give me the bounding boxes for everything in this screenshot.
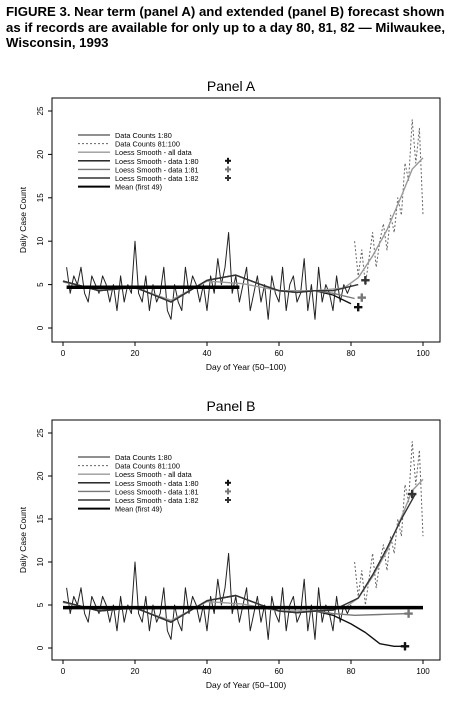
panel-b-x-axis-label: Day of Year (50–100) — [206, 680, 287, 690]
panel-b-title: Panel B — [206, 398, 256, 414]
panel-a-y-tick-label: 15 — [36, 193, 45, 202]
panel-b-legend-plus-marker — [225, 497, 231, 503]
panel-b-legend-label: Data Counts 81:100 — [115, 462, 180, 471]
panel-a-x-tick-label: 100 — [416, 349, 430, 358]
panel-a-legend-label: Loess Smooth - data 1:82 — [115, 174, 199, 183]
panel-a-forecast-point — [357, 293, 366, 302]
panel-b-series-data-1-80 — [66, 552, 352, 640]
panel-b-y-tick-label: 10 — [36, 557, 45, 566]
panel-a-legend-label: Data Counts 81:100 — [115, 140, 180, 149]
panel-a-y-tick-label: 20 — [36, 149, 45, 158]
panel-a-y-tick-label: 10 — [36, 236, 45, 245]
panel-b-y-tick-label: 20 — [36, 471, 45, 480]
panel-b-y-axis-label: Daily Case Count — [18, 506, 28, 573]
panel-b-forecast-point — [404, 609, 413, 618]
panel-b-legend-plus-marker — [225, 488, 231, 495]
panel-a-y-tick-label: 5 — [36, 282, 45, 287]
panel-b-x-tick-label: 100 — [416, 667, 430, 676]
panel-a-legend-label: Data Counts 1:80 — [115, 131, 172, 140]
panel-b-x-tick-label: 80 — [347, 667, 356, 676]
panel-a-legend-label: Loess Smooth - data 1:80 — [115, 157, 199, 166]
panel-a-y-axis-label: Daily Case Count — [18, 186, 28, 253]
panel-b-legend-label: Loess Smooth - all data — [115, 470, 193, 479]
panel-a-forecast-point — [354, 302, 363, 312]
panel-b-y-tick-label: 5 — [36, 602, 45, 607]
panel-a-x-axis-label: Day of Year (50–100) — [206, 362, 287, 372]
panel-a-legend-plus-marker — [225, 166, 231, 173]
panel-a-legend-label: Mean (first 49) — [115, 183, 162, 192]
panel-b-legend-label: Loess Smooth - data 1:81 — [115, 487, 199, 496]
panel-b-x-tick-label: 20 — [131, 667, 140, 676]
panel-b-series-data-81-100 — [354, 441, 424, 606]
panel-a-plot-frame — [51, 97, 441, 343]
panel-b-legend-label: Mean (first 49) — [115, 505, 162, 514]
panel-b-plot-frame — [51, 419, 441, 661]
panel-a-x-tick-label: 0 — [61, 349, 66, 358]
panel-b-x-tick-label: 40 — [203, 667, 212, 676]
panel-b-legend-label: Loess Smooth - data 1:80 — [115, 479, 199, 488]
panel-b-legend-label: Loess Smooth - data 1:82 — [115, 496, 199, 505]
panel-b-x-tick-label: 60 — [275, 667, 284, 676]
panel-a-x-tick-label: 40 — [203, 349, 212, 358]
panel-a-title: Panel A — [206, 78, 256, 94]
panel-a-legend-plus-marker — [225, 175, 231, 181]
panel-a-legend-plus-marker — [225, 157, 231, 164]
panel-b-forecast-point — [408, 489, 417, 499]
panel-a-x-tick-label: 80 — [347, 349, 356, 358]
panel-b-legend-plus-marker — [225, 479, 231, 486]
figure-title: FIGURE 3. Near term (panel A) and extend… — [6, 4, 446, 50]
panel-b-y-tick-label: 25 — [36, 428, 45, 437]
panel-a-x-tick-label: 60 — [275, 349, 284, 358]
panel-a-x-tick-label: 20 — [131, 349, 140, 358]
panel-b-y-tick-label: 0 — [36, 645, 45, 650]
panel-a-y-tick-label: 0 — [36, 325, 45, 330]
panel-b-y-tick-label: 15 — [36, 514, 45, 523]
panel-b-forecast-point — [400, 642, 410, 651]
panel-b-x-tick-label: 0 — [61, 667, 66, 676]
panel-a-forecast-point — [361, 276, 370, 285]
panel-b-series-smooth-82 — [62, 492, 417, 623]
panel-a-legend-label: Loess Smooth - data 1:81 — [115, 165, 199, 174]
panel-a-y-tick-label: 25 — [36, 106, 45, 115]
panel-b-legend-label: Data Counts 1:80 — [115, 453, 172, 462]
panel-a-legend-label: Loess Smooth - all data — [115, 148, 193, 157]
